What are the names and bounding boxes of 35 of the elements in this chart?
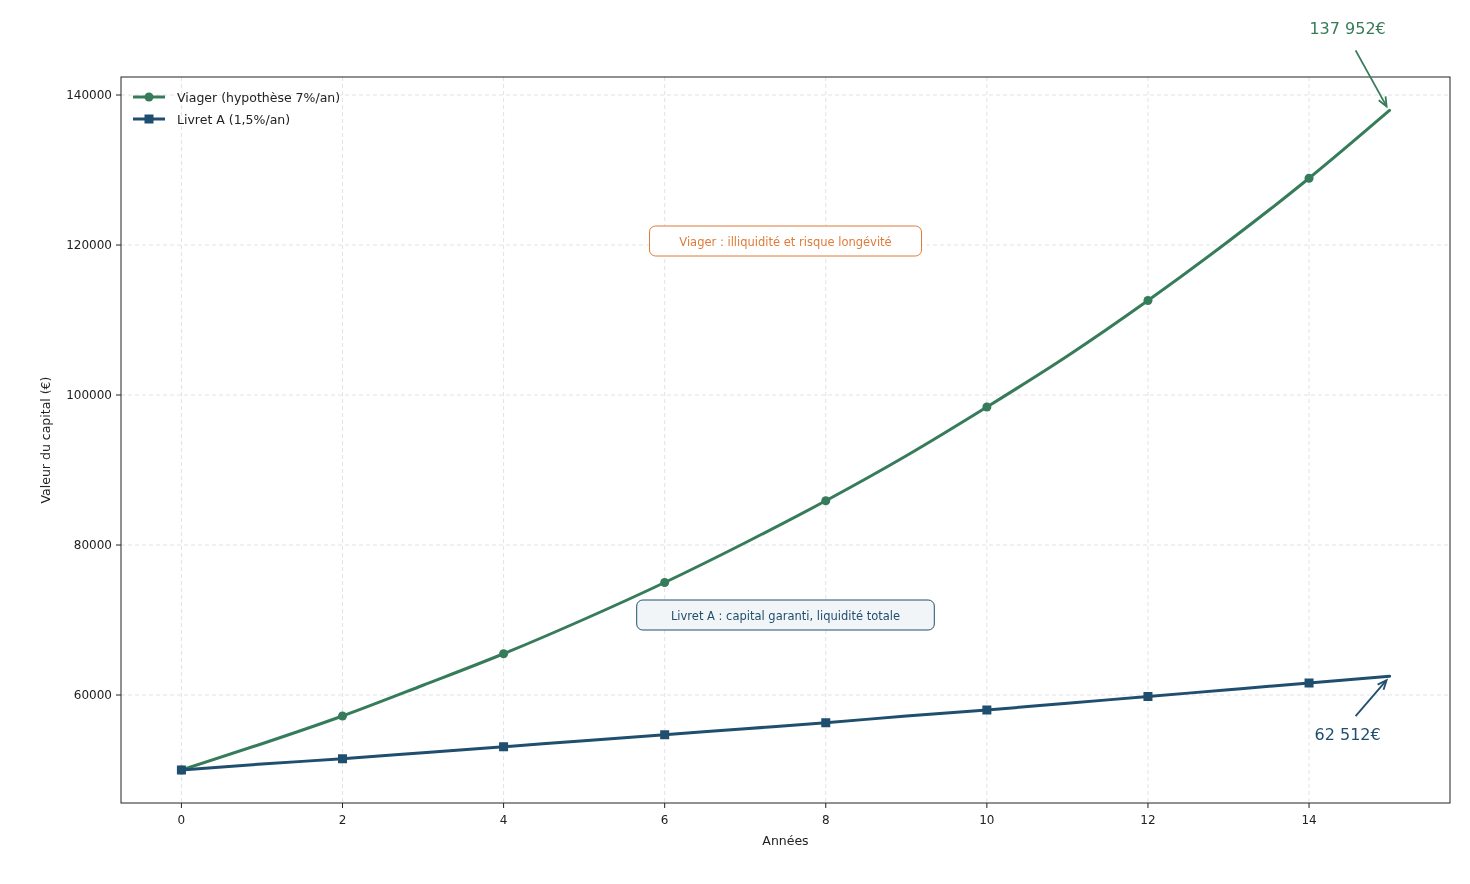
annotation: Viager : illiquidité et risque longévité: [679, 234, 892, 249]
point: [338, 711, 347, 721]
legend-label: Livret A (1,5%/an): [177, 111, 291, 127]
x-tick-label: 0: [177, 813, 186, 827]
point: [1143, 692, 1153, 701]
x-tick-label: 12: [1140, 813, 1156, 827]
x-tick-label: 10: [979, 813, 995, 827]
point: [821, 496, 831, 506]
point: [1143, 296, 1153, 305]
y-tick-label: 140000: [66, 88, 112, 102]
x-tick-label: 8: [821, 813, 830, 827]
x-axis-title: Années: [762, 833, 809, 848]
point: [499, 742, 509, 752]
annotation: 137 952€: [1309, 19, 1386, 39]
y-tick-label: 80000: [73, 538, 112, 552]
point: [982, 705, 992, 715]
x-tick-label: 14: [1301, 813, 1317, 827]
y-tick-label: 100000: [66, 388, 112, 402]
y-tick-label: 120000: [66, 238, 112, 252]
point: [982, 402, 992, 412]
annotation: Livret A : capital garanti, liquidité totale: [670, 608, 901, 623]
y-axis-title: Valeur du capital (€): [38, 376, 53, 504]
x-tick-label: 4: [499, 813, 508, 827]
point: [660, 578, 670, 587]
x-tick-label: 2: [338, 813, 347, 827]
point: [1304, 678, 1314, 688]
point: [338, 754, 347, 764]
point: [1304, 173, 1314, 183]
legend-label: Viager (hypothèse 7%/an): [177, 89, 341, 105]
y-tick-label: 60000: [73, 688, 112, 702]
point: [821, 718, 831, 728]
annotation: 62 512€: [1314, 725, 1381, 745]
x-tick-label: 6: [660, 813, 669, 827]
point: [660, 730, 670, 740]
point: [499, 649, 509, 659]
